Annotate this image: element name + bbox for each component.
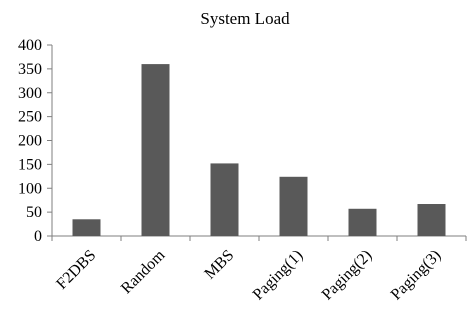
y-axis: 0 50 100 150 200 250 300 350 400 [18,37,53,245]
bar [417,204,446,236]
x-tick-label: Paging(2) [319,247,376,304]
bar [72,219,101,236]
y-tick-label: 0 [34,228,42,245]
y-tick-label: 300 [18,85,42,102]
x-tick-label: Paging(3) [388,247,445,304]
y-tick-label: 250 [18,109,42,126]
bar [279,176,308,236]
y-tick-label: 150 [18,156,42,173]
x-tick-label: MBS [201,247,237,283]
bar [141,64,170,236]
bars [72,64,446,236]
x-tick-label: Paging(1) [250,247,307,304]
y-tick-label: 100 [18,180,42,197]
y-tick-label: 200 [18,133,42,150]
x-tick-label: Random [118,246,169,297]
x-tick-label: F2DBS [53,247,99,293]
bar [210,163,239,236]
x-axis: F2DBS Random MBS Paging(1) Paging(2) Paging(3… [51,235,467,304]
y-tick-label: 400 [18,37,42,54]
y-tick-label: 50 [26,204,42,221]
bar [348,208,377,236]
y-tick-label: 350 [18,61,42,78]
chart-title: System Load [200,9,290,28]
